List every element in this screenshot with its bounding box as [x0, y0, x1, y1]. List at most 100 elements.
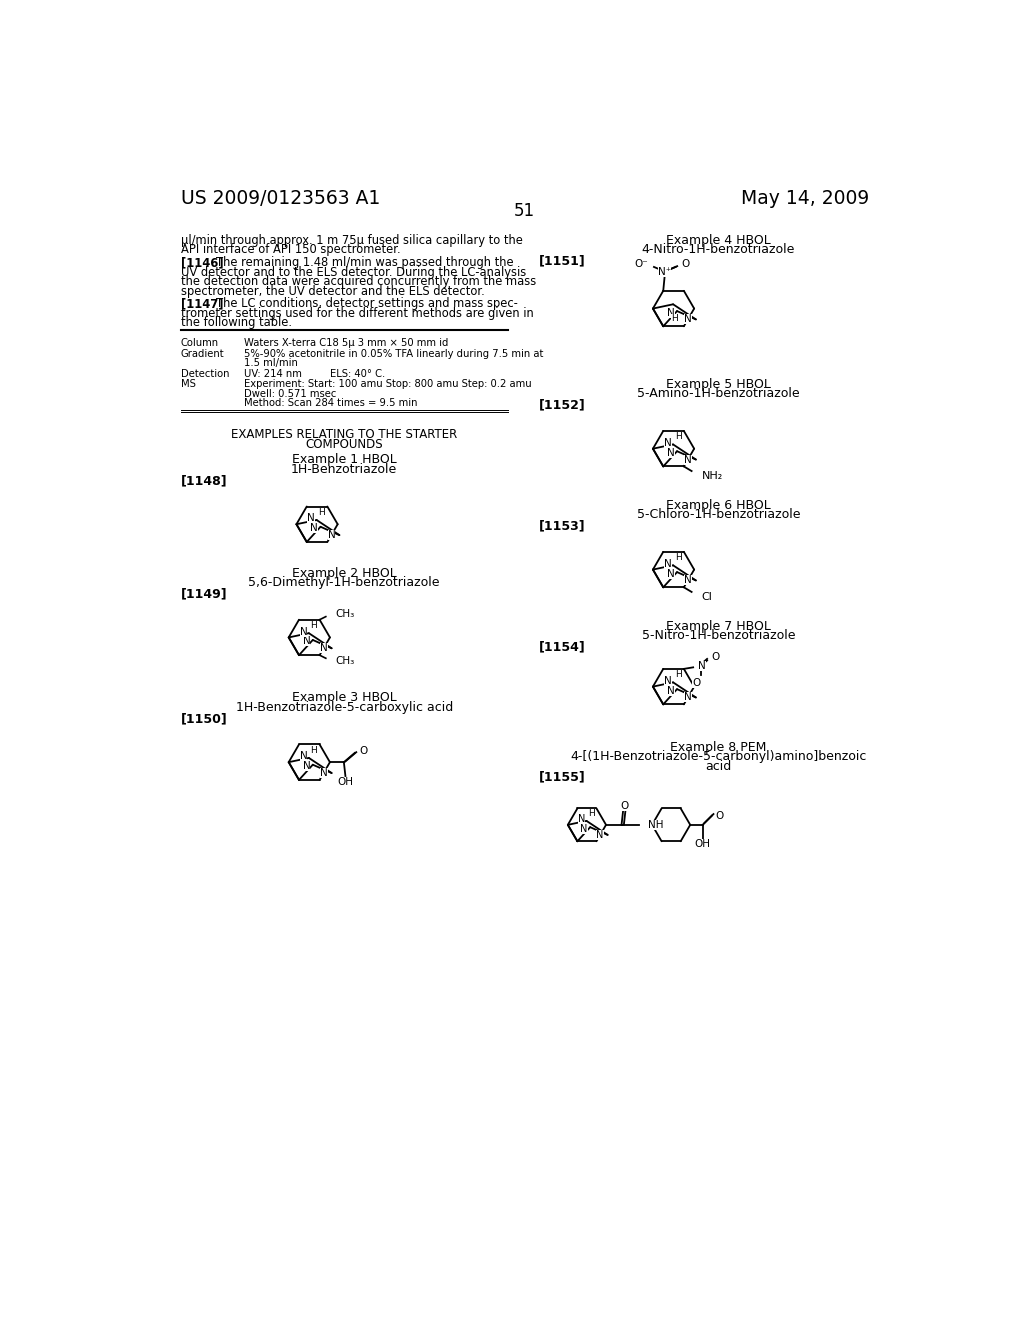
Text: N: N	[667, 308, 675, 318]
Text: Dwell: 0.571 msec: Dwell: 0.571 msec	[245, 388, 337, 399]
Text: [1154]: [1154]	[539, 640, 586, 653]
Text: [1153]: [1153]	[539, 520, 586, 532]
Text: trometer settings used for the different methods are given in: trometer settings used for the different…	[180, 306, 534, 319]
Text: Column: Column	[180, 338, 219, 348]
Text: N: N	[307, 513, 315, 524]
Text: Example 5 HBOL: Example 5 HBOL	[667, 378, 771, 391]
Text: μl/min through approx. 1 m 75μ fused silica capillary to the: μl/min through approx. 1 m 75μ fused sil…	[180, 234, 522, 247]
Text: [1148]: [1148]	[180, 474, 227, 487]
Text: May 14, 2009: May 14, 2009	[740, 189, 869, 209]
Text: the detection data were acquired concurrently from the mass: the detection data were acquired concurr…	[180, 276, 536, 289]
Text: Experiment: Start: 100 amu Stop: 800 amu Step: 0.2 amu: Experiment: Start: 100 amu Stop: 800 amu…	[245, 379, 531, 389]
Text: MS: MS	[180, 379, 196, 389]
Text: Detection: Detection	[180, 370, 229, 379]
Text: acid: acid	[706, 760, 732, 772]
Text: OH: OH	[338, 777, 353, 787]
Text: N: N	[667, 685, 675, 696]
Text: N: N	[664, 438, 672, 447]
Text: N: N	[319, 768, 328, 777]
Text: Example 8 PEM: Example 8 PEM	[671, 741, 767, 754]
Text: N: N	[664, 676, 672, 686]
Text: O: O	[716, 810, 724, 821]
Text: API interface of API 150 spectrometer.: API interface of API 150 spectrometer.	[180, 243, 400, 256]
Text: O: O	[681, 259, 689, 269]
Text: N: N	[684, 314, 692, 325]
Text: Method: Scan 284 times = 9.5 min: Method: Scan 284 times = 9.5 min	[245, 399, 418, 408]
Text: O: O	[712, 652, 720, 661]
Text: CH₃: CH₃	[335, 656, 354, 667]
Text: [1151]: [1151]	[539, 255, 586, 268]
Text: [1149]: [1149]	[180, 587, 227, 601]
Text: H: H	[588, 809, 595, 817]
Text: Example 2 HBOL: Example 2 HBOL	[292, 566, 396, 579]
Text: N: N	[667, 569, 675, 578]
Text: N: N	[300, 627, 307, 636]
Text: H: H	[310, 746, 317, 755]
Text: The LC conditions, detector settings and mass spec-: The LC conditions, detector settings and…	[216, 297, 517, 310]
Text: Example 4 HBOL: Example 4 HBOL	[667, 234, 771, 247]
Text: H: H	[310, 620, 317, 630]
Text: 1H-Benzotriazole-5-carboxylic acid: 1H-Benzotriazole-5-carboxylic acid	[236, 701, 453, 714]
Text: H: H	[675, 553, 681, 562]
Text: H: H	[318, 508, 325, 517]
Text: O⁻: O⁻	[635, 259, 648, 269]
Text: Gradient: Gradient	[180, 348, 224, 359]
Text: 4-Nitro-1H-benzotriazole: 4-Nitro-1H-benzotriazole	[642, 243, 796, 256]
Text: US 2009/0123563 A1: US 2009/0123563 A1	[180, 189, 380, 209]
Text: [1155]: [1155]	[539, 771, 586, 784]
Text: H: H	[675, 432, 681, 441]
Text: N: N	[300, 751, 307, 762]
Text: Example 7 HBOL: Example 7 HBOL	[667, 619, 771, 632]
Text: [1150]: [1150]	[180, 711, 227, 725]
Text: N: N	[667, 447, 675, 458]
Text: N: N	[319, 643, 328, 653]
Text: N: N	[697, 661, 706, 671]
Text: N: N	[684, 454, 692, 465]
Text: UV: 214 nm: UV: 214 nm	[245, 370, 302, 379]
Text: [1152]: [1152]	[539, 399, 586, 412]
Text: 5-Chloro-1H-benzotriazole: 5-Chloro-1H-benzotriazole	[637, 508, 801, 521]
Text: 1H-Benzotriazole: 1H-Benzotriazole	[291, 463, 397, 477]
Text: 5%-90% acetonitrile in 0.05% TFA linearly during 7.5 min at: 5%-90% acetonitrile in 0.05% TFA linearl…	[245, 348, 544, 359]
Text: EXAMPLES RELATING TO THE STARTER: EXAMPLES RELATING TO THE STARTER	[231, 428, 458, 441]
Text: Waters X-terra C18 5μ 3 mm × 50 mm id: Waters X-terra C18 5μ 3 mm × 50 mm id	[245, 338, 449, 348]
Text: H: H	[675, 671, 681, 680]
Text: 4-[(1H-Benzotriazole-5-carbonyl)amino]benzoic: 4-[(1H-Benzotriazole-5-carbonyl)amino]be…	[570, 750, 866, 763]
Text: Cl: Cl	[700, 591, 712, 602]
Text: N: N	[596, 830, 604, 840]
Text: N: N	[328, 531, 336, 540]
Text: COMPOUNDS: COMPOUNDS	[305, 438, 383, 450]
Text: Example 6 HBOL: Example 6 HBOL	[667, 499, 771, 512]
Text: [1146]: [1146]	[180, 256, 223, 269]
Text: 5-Nitro-1H-benzotriazole: 5-Nitro-1H-benzotriazole	[642, 630, 796, 643]
Text: ELS: 40° C.: ELS: 40° C.	[330, 370, 385, 379]
Text: O: O	[692, 677, 700, 688]
Text: N: N	[303, 762, 310, 771]
Text: Example 3 HBOL: Example 3 HBOL	[292, 692, 396, 705]
Text: [1147]: [1147]	[180, 297, 223, 310]
Text: N: N	[664, 558, 672, 569]
Text: CH₃: CH₃	[335, 609, 354, 619]
Text: The remaining 1.48 ml/min was passed through the: The remaining 1.48 ml/min was passed thr…	[216, 256, 513, 269]
Text: Example 1 HBOL: Example 1 HBOL	[292, 453, 396, 466]
Text: H: H	[672, 314, 678, 323]
Text: N: N	[303, 636, 310, 647]
Text: O: O	[359, 746, 368, 756]
Text: spectrometer, the UV detector and the ELS detector.: spectrometer, the UV detector and the EL…	[180, 285, 484, 298]
Text: N: N	[310, 523, 318, 533]
Text: O: O	[621, 801, 629, 810]
Text: 5-Amino-1H-benzotriazole: 5-Amino-1H-benzotriazole	[637, 388, 800, 400]
Text: OH: OH	[694, 840, 711, 849]
Text: N: N	[578, 814, 585, 825]
Text: N: N	[684, 576, 692, 586]
Text: 5,6-Dimethyl-1H-benzotriazole: 5,6-Dimethyl-1H-benzotriazole	[249, 577, 440, 589]
Text: the following table.: the following table.	[180, 317, 292, 329]
Text: N: N	[684, 693, 692, 702]
Text: UV detector and to the ELS detector. During the LC-analysis: UV detector and to the ELS detector. Dur…	[180, 265, 526, 279]
Text: NH: NH	[648, 820, 664, 830]
Text: N⁺: N⁺	[658, 267, 672, 277]
Text: 51: 51	[514, 202, 536, 220]
Text: 1.5 ml/min: 1.5 ml/min	[245, 359, 298, 368]
Text: NH₂: NH₂	[701, 471, 723, 480]
Text: N: N	[581, 824, 588, 834]
